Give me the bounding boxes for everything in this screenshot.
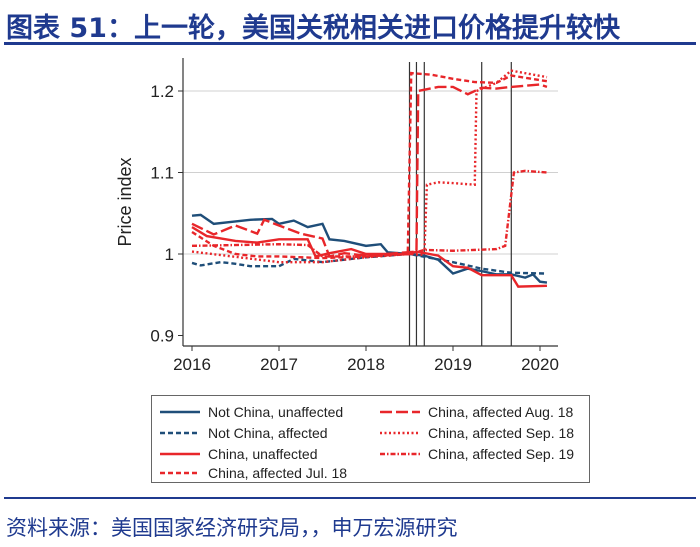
- legend: Not China, unaffected Not China, affected…: [151, 395, 590, 483]
- series-line-5: [191, 83, 548, 258]
- legend-label: China, unaffected: [208, 446, 318, 462]
- legend-item: China, affected Sep. 18: [380, 425, 574, 441]
- legend-label: China, affected Sep. 19: [428, 446, 575, 462]
- legend-item: China, affected Jul. 18: [160, 465, 347, 481]
- y-tick-label: 0.9: [150, 327, 174, 346]
- legend-item: Not China, unaffected: [160, 404, 343, 420]
- x-tick-label: 2017: [260, 355, 298, 374]
- legend-item: Not China, affected: [160, 425, 328, 441]
- title-divider: [4, 42, 696, 45]
- x-tick-label: 2020: [521, 355, 559, 374]
- footer-divider: [4, 497, 696, 499]
- x-tick-label: 2019: [434, 355, 472, 374]
- legend-item: China, affected Sep. 19: [380, 446, 574, 462]
- y-tick-label: 1: [165, 245, 174, 264]
- series-line-3: [191, 226, 547, 288]
- legend-label: Not China, affected: [208, 425, 328, 441]
- legend-swatch: [160, 471, 200, 475]
- legend-swatch: [380, 431, 420, 435]
- legend-item: China, unaffected: [160, 446, 318, 462]
- figure-title: 图表 51：上一轮，美国关税相关进口价格提升较快: [6, 13, 620, 44]
- x-tick-label: 2018: [347, 355, 385, 374]
- legend-item: China, affected Aug. 18: [380, 404, 573, 420]
- series-line-6: [191, 69, 548, 264]
- y-axis-label: Price index: [115, 157, 135, 246]
- series-line-2: [191, 252, 547, 275]
- legend-label: China, affected Aug. 18: [428, 404, 574, 420]
- legend-label: China, affected Jul. 18: [208, 465, 348, 481]
- series-line-7: [191, 169, 548, 258]
- legend-swatch: [160, 452, 200, 456]
- x-tick-label: 2016: [173, 355, 211, 374]
- legend-swatch: [160, 410, 200, 414]
- legend-swatch: [380, 452, 420, 456]
- legend-swatch: [160, 431, 200, 435]
- legend-label: China, affected Sep. 18: [428, 425, 575, 441]
- legend-swatch: [380, 410, 420, 414]
- source-note: 资料来源：美国国家经济研究局，，申万宏源研究: [6, 516, 458, 540]
- legend-label: Not China, unaffected: [208, 404, 344, 420]
- y-tick-label: 1.2: [150, 82, 174, 101]
- price-index-chart: 0.9 1 1.1 1.2 2016 2017 2018 2019 2020 Price inde…: [115, 58, 559, 374]
- series-line-4: [191, 71, 548, 260]
- y-tick-label: 1.1: [150, 164, 174, 183]
